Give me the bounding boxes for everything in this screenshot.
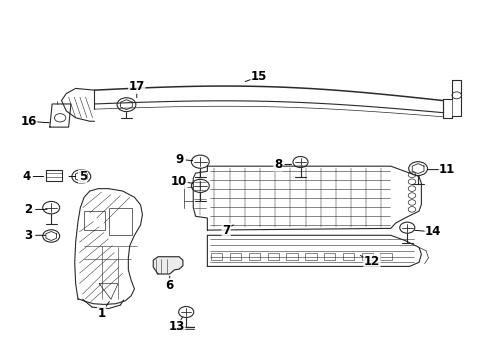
Bar bbox=[268, 253, 279, 260]
Bar bbox=[211, 253, 222, 260]
Bar bbox=[286, 253, 298, 260]
Text: 11: 11 bbox=[439, 163, 455, 176]
Bar bbox=[47, 170, 62, 181]
Text: 4: 4 bbox=[22, 170, 30, 183]
Bar bbox=[249, 253, 260, 260]
Bar bbox=[324, 253, 335, 260]
Text: 13: 13 bbox=[169, 320, 185, 333]
Bar bbox=[84, 211, 105, 230]
Text: 8: 8 bbox=[274, 158, 282, 171]
Text: 17: 17 bbox=[129, 80, 145, 93]
Bar bbox=[362, 253, 373, 260]
Bar bbox=[380, 253, 392, 260]
Text: 16: 16 bbox=[21, 115, 37, 128]
Bar bbox=[305, 253, 317, 260]
Text: 14: 14 bbox=[425, 225, 441, 238]
Bar bbox=[109, 208, 132, 235]
Bar bbox=[343, 253, 354, 260]
Text: 7: 7 bbox=[222, 224, 230, 237]
Text: 2: 2 bbox=[24, 203, 33, 216]
Text: 15: 15 bbox=[251, 70, 268, 83]
Polygon shape bbox=[153, 257, 183, 274]
Text: 3: 3 bbox=[24, 229, 33, 242]
Text: 9: 9 bbox=[175, 153, 183, 166]
Text: 1: 1 bbox=[98, 307, 105, 320]
Text: 6: 6 bbox=[166, 279, 174, 292]
Bar bbox=[230, 253, 241, 260]
Text: 5: 5 bbox=[78, 170, 87, 183]
Text: 10: 10 bbox=[171, 175, 187, 188]
Text: 12: 12 bbox=[364, 255, 380, 268]
